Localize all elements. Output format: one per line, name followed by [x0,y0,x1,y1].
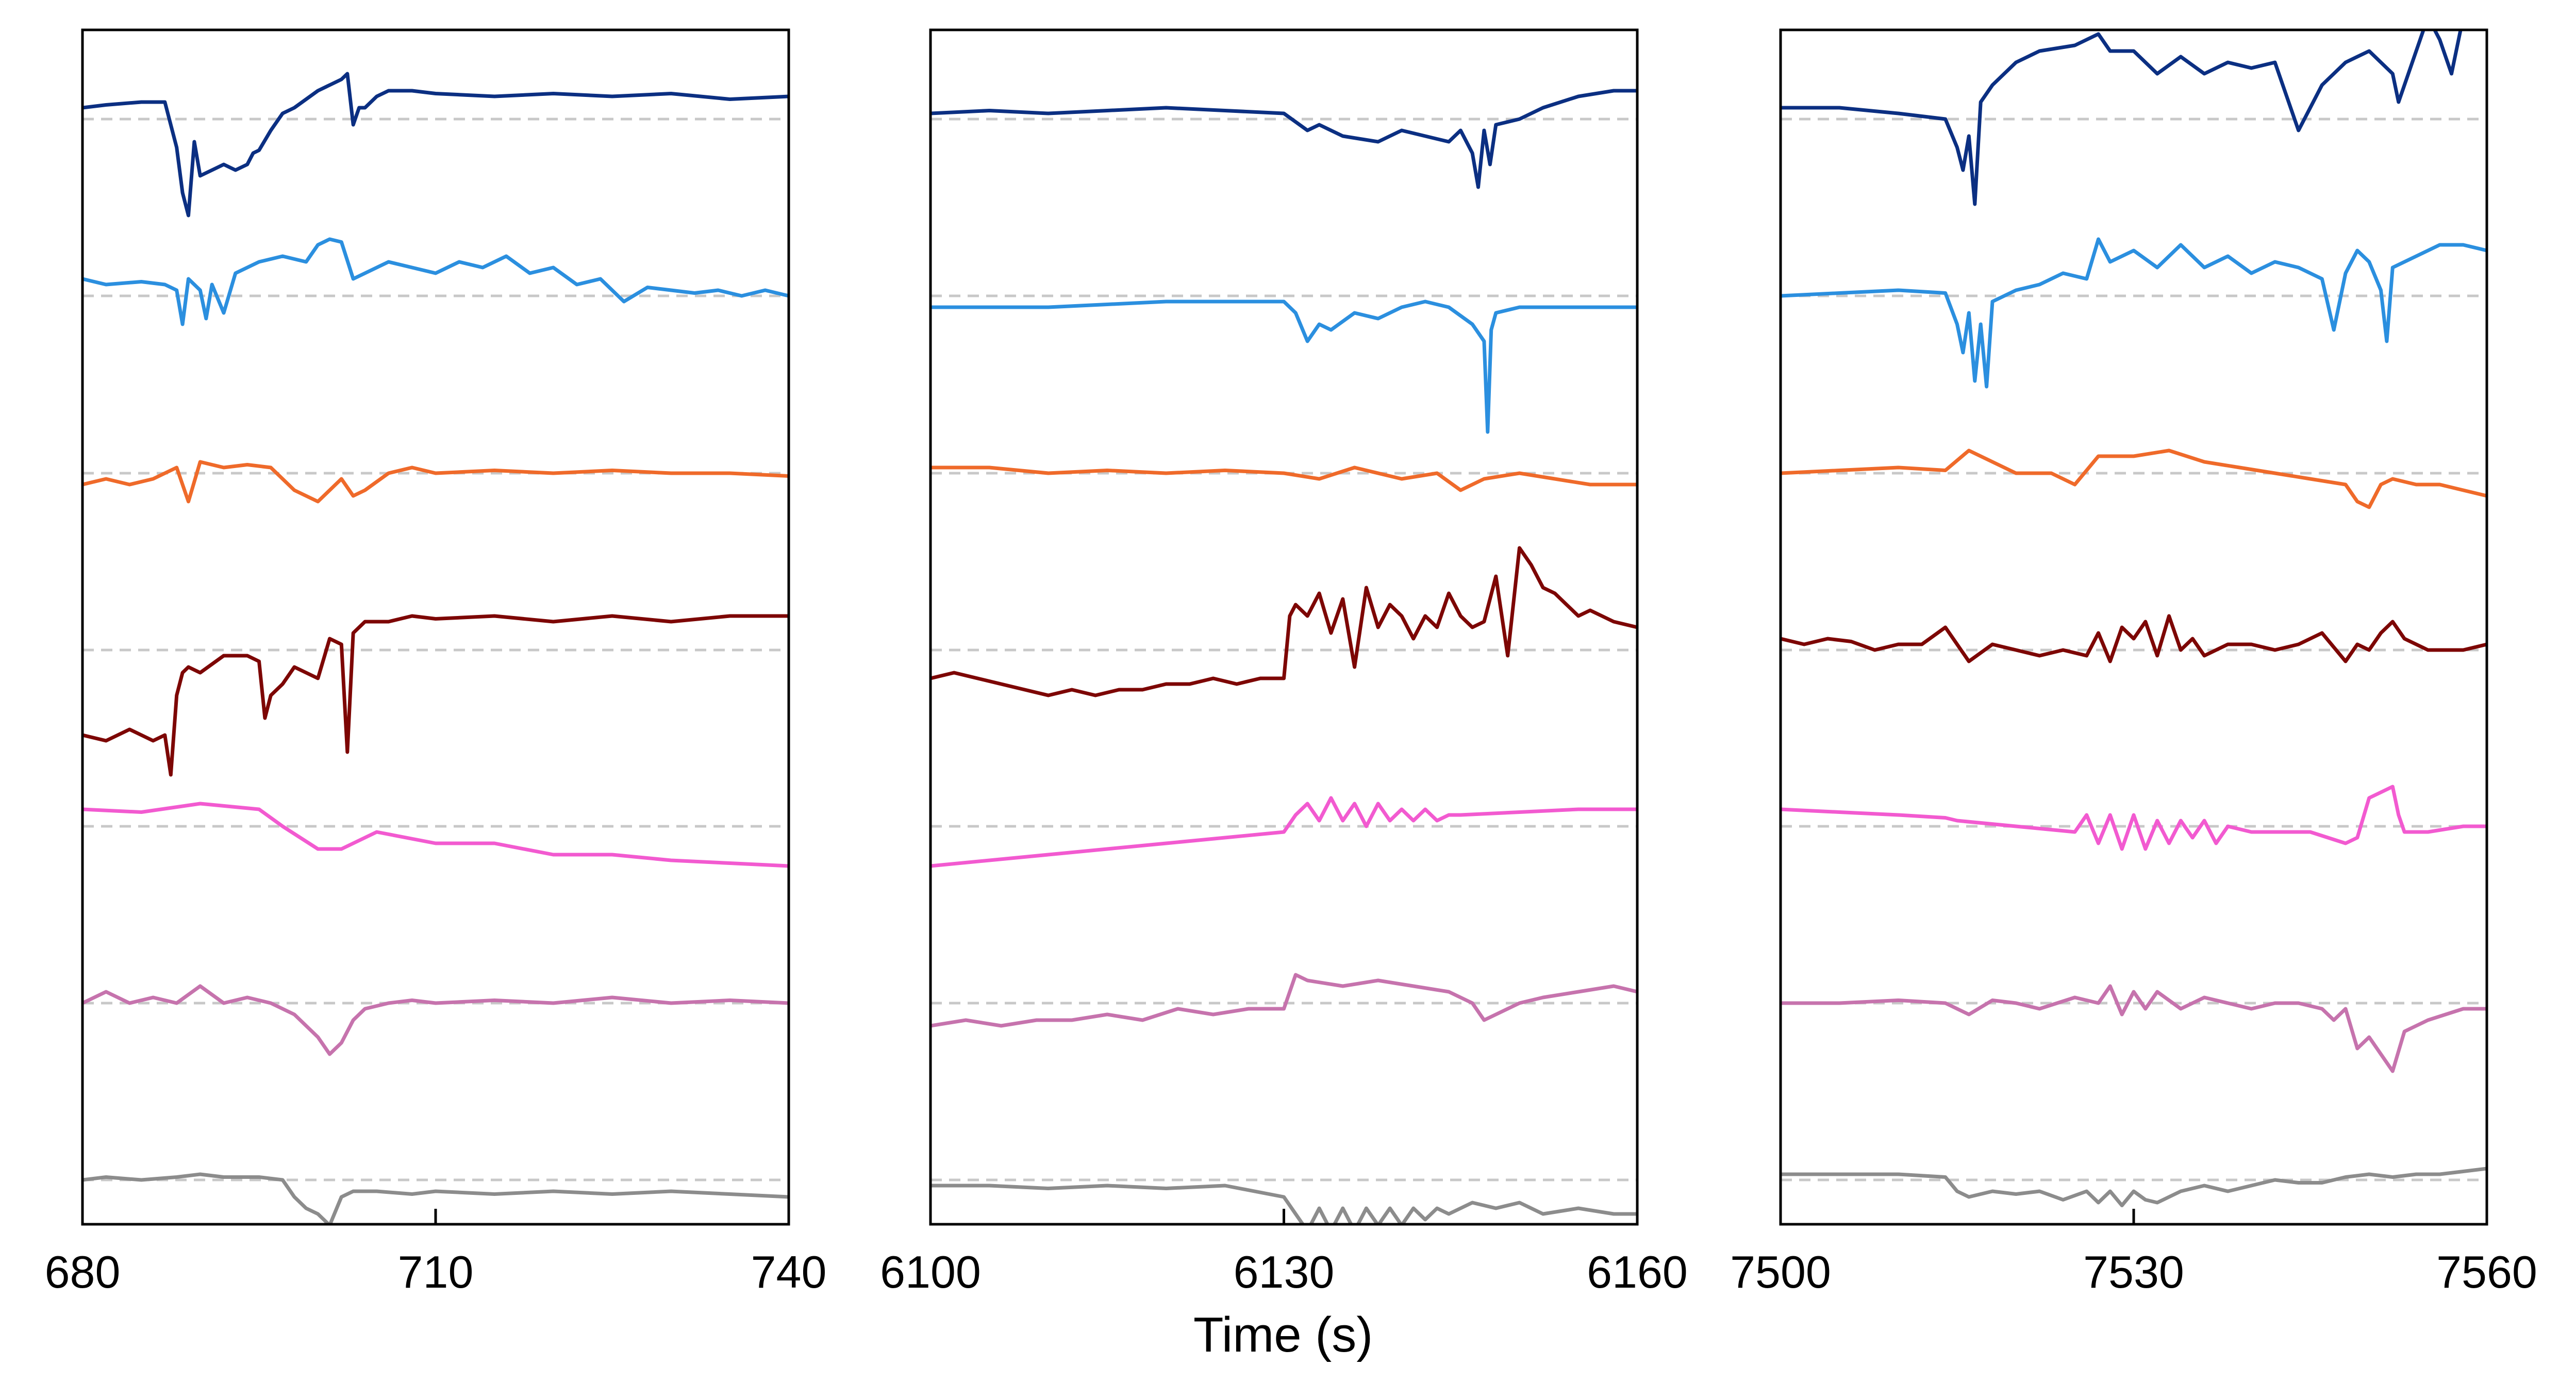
series-line-3 [1781,448,2487,509]
panel-3: 7500 7530 7560 [1730,28,2537,1297]
series-line-5 [930,796,1637,868]
x-axis-label: Time (s) [1193,1307,1373,1362]
x-tick-label: 6100 [880,1246,981,1297]
series-line-1 [930,89,1637,189]
series-line-4 [930,546,1637,697]
series-line-5 [1781,785,2487,851]
panel-1: 680 710 740 [45,28,827,1297]
series-line-3 [930,465,1637,492]
series-line-7 [1781,1167,2487,1207]
x-tick-label: 7530 [2083,1246,2184,1297]
x-tick-label: 7560 [2436,1246,2537,1297]
series-line-7 [82,1172,789,1224]
series-line-4 [82,614,789,777]
x-tick-label: 6130 [1234,1246,1335,1297]
series-line-6 [82,984,789,1056]
series-line-3 [82,460,789,504]
series-line-7 [930,1184,1637,1224]
x-tick-label: 680 [45,1246,121,1297]
x-tick-label: 710 [398,1246,474,1297]
panel-2: 6100 6130 6160 [880,28,1688,1297]
x-tick-label: 740 [751,1246,827,1297]
x-tick-label: 7500 [1730,1246,1831,1297]
series-line-1 [1781,30,2463,206]
series-line-1 [82,72,789,218]
series-line-6 [1781,984,2487,1073]
series-line-2 [930,299,1637,434]
series-line-5 [82,802,789,868]
series-line-2 [82,237,789,326]
series-line-6 [930,973,1637,1028]
x-tick-label: 6160 [1587,1246,1688,1297]
series-line-2 [1781,237,2487,389]
series-line-4 [1781,614,2487,663]
